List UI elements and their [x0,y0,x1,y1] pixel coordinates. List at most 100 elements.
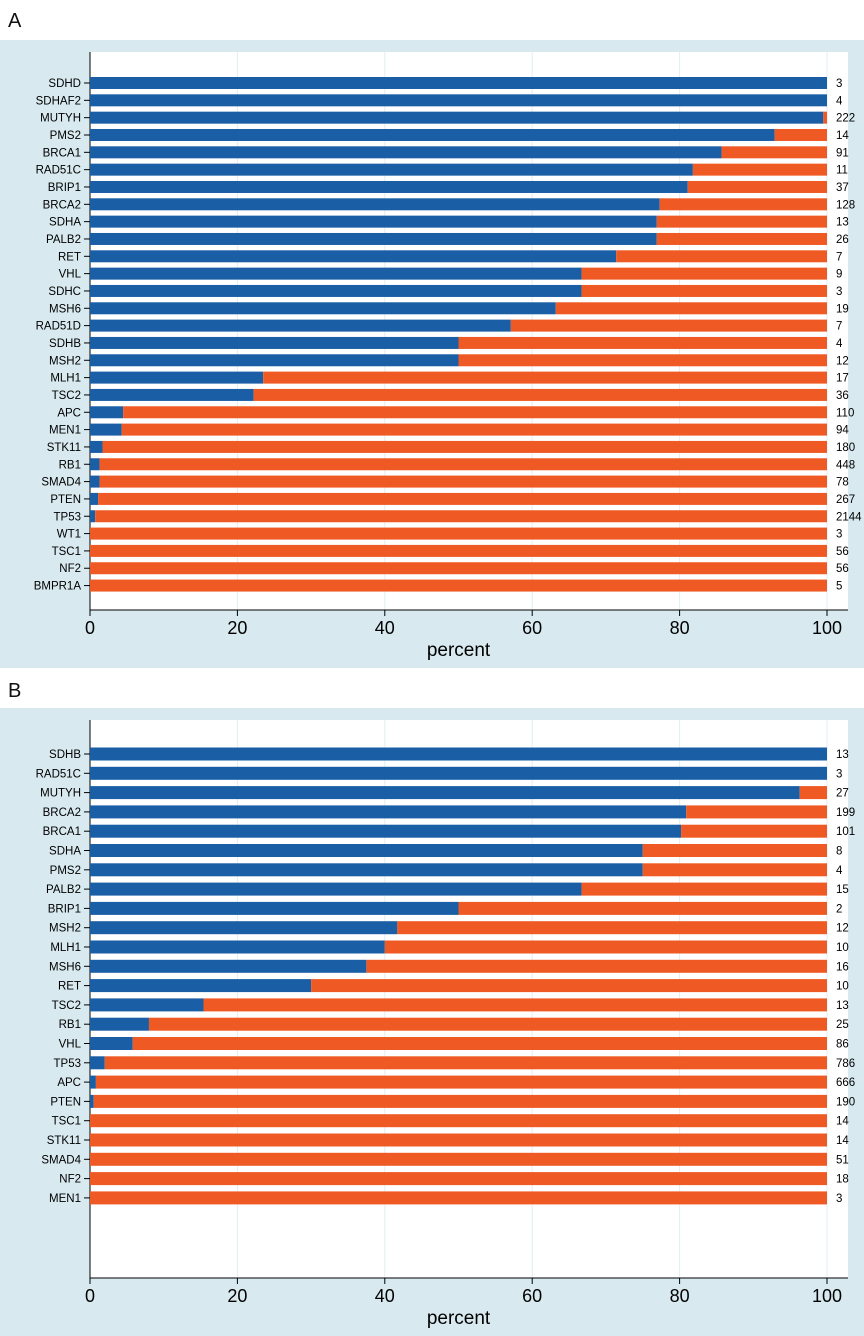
count-label-BRIP1: 37 [836,182,849,194]
bar-series1-RAD51C [90,766,827,780]
count-label-APC: 666 [836,1077,855,1089]
category-label-MEN1: MEN1 [49,425,81,437]
bar-series2-MEN1 [121,423,828,436]
bar-series2-SDHB [458,336,827,349]
bar-series2-MSH2 [397,921,827,935]
category-label-STK11: STK11 [47,1135,81,1147]
count-label-TP53: 786 [836,1058,855,1070]
bar-series2-BRCA2 [659,198,827,211]
bar-series1-RB1 [90,1017,149,1031]
bar-series2-BRCA1 [721,146,827,159]
count-label-MEN1: 3 [836,1193,842,1205]
bar-series1-BRCA1 [90,146,722,159]
x-tick-label-80: 80 [670,618,690,638]
count-label-BMPR1A: 5 [836,581,842,593]
bar-series1-RAD51C [90,163,693,176]
category-label-BRIP1: BRIP1 [48,903,81,915]
bar-series2-STK11 [90,1133,827,1147]
count-label-BRCA2: 128 [836,199,855,211]
category-label-VHL: VHL [59,269,82,281]
bar-series1-VHL [90,1037,133,1050]
bar-series2-MEN1 [90,1191,827,1205]
category-label-MEN1: MEN1 [49,1193,81,1205]
bar-series1-SDHB [90,747,827,761]
category-label-STK11: STK11 [47,442,81,454]
bar-series1-PTEN [90,492,99,505]
bar-series2-MLH1 [263,371,827,384]
category-label-TSC2: TSC2 [52,1000,81,1012]
count-label-SDHAF2: 4 [836,95,843,107]
count-label-PMS2: 14 [836,130,849,142]
count-label-TSC1: 14 [836,1116,849,1128]
category-label-SDHD: SDHD [48,78,81,90]
bar-series2-VHL [581,267,827,280]
category-label-VHL: VHL [59,1039,82,1051]
count-label-MSH6: 16 [836,961,849,973]
category-label-WT1: WT1 [57,529,81,541]
count-label-SDHC: 3 [836,286,842,298]
category-label-SDHAF2: SDHAF2 [36,95,81,107]
bar-series1-TP53 [90,1056,105,1070]
bar-series2-MSH2 [458,354,827,367]
category-label-PALB2: PALB2 [46,234,81,246]
bar-series1-SDHA [90,844,643,857]
panel-b-letter: B [8,680,22,702]
count-label-SDHA: 8 [836,846,842,858]
bar-series1-RET [90,979,312,993]
count-label-RAD51D: 7 [836,321,842,333]
x-tick-label-20: 20 [227,618,247,638]
bar-series1-TP53 [90,510,96,523]
count-label-BRCA1: 91 [836,147,849,159]
category-label-MLH1: MLH1 [50,942,81,954]
bar-series1-MSH2 [90,354,459,367]
category-label-APC: APC [57,407,81,419]
bar-series2-MSH6 [366,959,827,973]
x-axis-label: percent [427,1308,491,1329]
bar-series1-PALB2 [90,232,657,245]
count-label-STK11: 180 [836,442,855,454]
count-label-STK11: 14 [836,1135,849,1147]
count-label-MSH2: 12 [836,355,849,367]
bar-series1-PALB2 [90,882,582,896]
bar-series2-VHL [132,1037,828,1050]
x-tick-label-0: 0 [85,618,95,638]
bar-series2-RAD51C [692,163,827,176]
category-label-MUTYH: MUTYH [40,788,81,800]
bar-series1-SDHAF2 [90,94,827,107]
bar-series2-PTEN [98,492,828,505]
bar-series2-RB1 [148,1017,827,1031]
count-label-TP53: 2144 [836,511,862,523]
category-label-MSH2: MSH2 [49,355,81,367]
bar-series1-MEN1 [90,423,122,436]
x-tick-label-20: 20 [227,1286,247,1306]
category-label-RAD51C: RAD51C [36,165,81,177]
bar-series2-BMPR1A [90,579,827,592]
count-label-APC: 110 [836,407,854,419]
category-label-RB1: RB1 [59,459,81,471]
bar-series1-RET [90,250,617,263]
bar-series1-STK11 [90,440,103,453]
count-label-VHL: 9 [836,269,842,281]
bar-series1-BRCA2 [90,198,660,211]
bar-series2-APC [123,406,828,419]
bar-series2-TSC2 [253,388,827,401]
bar-series2-MUTYH [823,111,827,124]
bar-series1-RB1 [90,458,100,471]
count-label-VHL: 86 [836,1039,849,1051]
x-tick-label-40: 40 [375,618,395,638]
count-label-MUTYH: 222 [836,113,855,125]
count-label-MUTYH: 27 [836,788,849,800]
count-label-TSC1: 56 [836,546,849,558]
bar-series2-MSH6 [555,302,827,315]
panel-a-letter: A [8,10,22,32]
chart-b: SDHB 13 RAD51C 3 MUTYH 27 BRCA2 199 BRCA1 101 SDHA… [0,708,864,1336]
bar-series1-MLH1 [90,940,385,954]
count-label-BRCA1: 101 [836,826,855,838]
category-label-TP53: TP53 [54,1058,82,1070]
count-label-TSC2: 13 [836,1000,849,1012]
count-label-SMAD4: 51 [836,1154,849,1166]
category-label-SDHA: SDHA [49,217,81,229]
bar-series1-RAD51D [90,319,511,332]
bar-series1-APC [90,1075,96,1089]
